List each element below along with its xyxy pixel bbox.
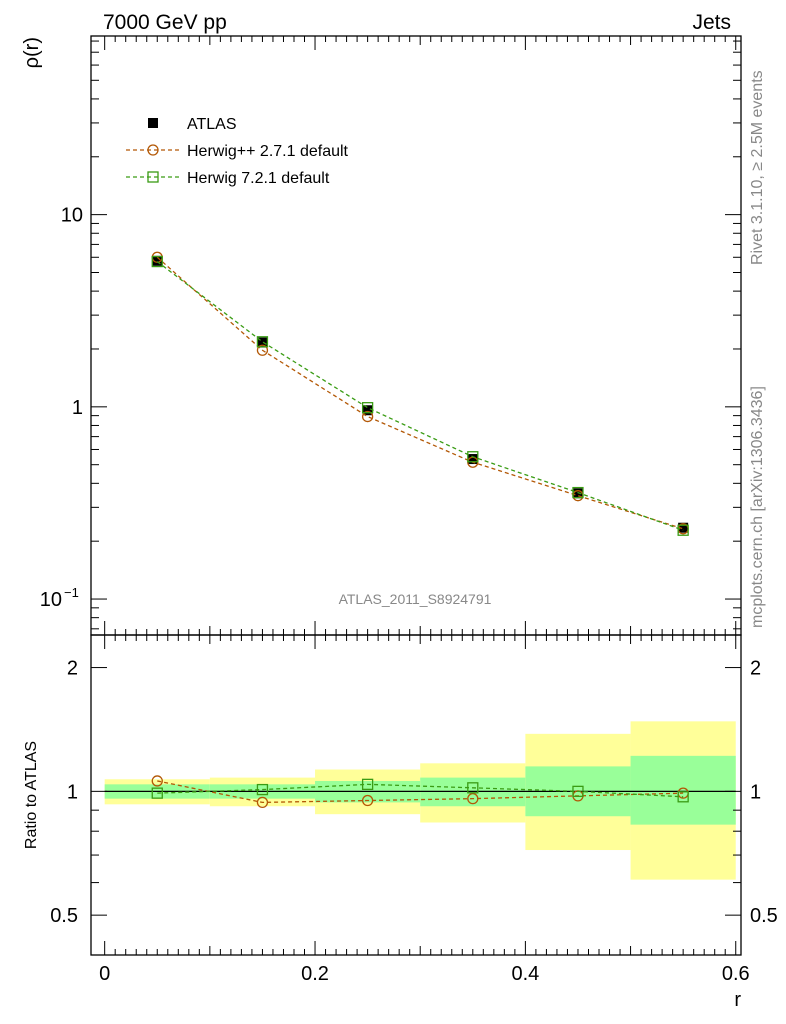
- legend: ATLAS Herwig++ 2.7.1 default Herwig 7.2.…: [126, 116, 349, 187]
- legend-atlas-marker: [148, 118, 158, 128]
- y-tick-label: 10: [61, 205, 83, 227]
- ratio-band-inner: [630, 755, 736, 825]
- data-point-atlas: [467, 454, 478, 465]
- ratio-point-herwig7: [467, 782, 479, 794]
- ratio-panel: 0 0.2 0.4 0.6 0.5 0.5 1 1 2 2: [50, 634, 778, 985]
- ratio-point-herwig7: [361, 778, 374, 791]
- mcplots-label: mcplots.cern.ch [arXiv:1306.3436]: [749, 386, 766, 628]
- data-point-herwig7: [256, 336, 269, 348]
- legend-entry-herwigpp: Herwig++ 2.7.1 default: [126, 143, 349, 160]
- y-tick-label: 1: [72, 397, 83, 419]
- ratio-point-herwigpp: [467, 792, 479, 805]
- ratio-point-herwig7: [572, 785, 584, 798]
- series-line-herwig7: [156, 261, 684, 531]
- header-right: Jets: [692, 11, 731, 34]
- legend-herwig7-marker: [147, 171, 159, 183]
- series-line-herwigpp: [156, 256, 684, 530]
- data-point-herwigpp: [256, 344, 269, 356]
- data-point-atlas: [572, 488, 583, 499]
- data-point-herwig7: [361, 402, 374, 414]
- ratio-point-herwigpp: [361, 794, 374, 807]
- ratio-point-herwigpp: [256, 796, 269, 809]
- legend-herwigpp-marker: [147, 144, 159, 156]
- data-point-herwig7: [151, 255, 163, 268]
- y-tick-label-right: 2: [750, 658, 761, 680]
- data-point-herwigpp: [361, 410, 374, 423]
- rivet-label: Rivet 3.1.10, ≥ 2.5M events: [749, 70, 766, 265]
- data-point-herwig7: [677, 524, 689, 536]
- data-point-atlas: [362, 405, 373, 416]
- legend-herwigpp-label: Herwig++ 2.7.1 default: [187, 143, 349, 160]
- data-point-atlas: [152, 255, 163, 266]
- ratio-ylabel: Ratio to ATLAS: [23, 741, 40, 849]
- y-tick-label: 1: [67, 781, 78, 803]
- x-axis-label: r: [734, 989, 741, 1011]
- ratio-frame: [90, 634, 742, 956]
- data-point-atlas: [678, 522, 689, 533]
- y-tick-label-right: 0.5: [750, 905, 778, 927]
- x-tick-label: 0.6: [722, 963, 750, 985]
- y-tick-label: 2: [67, 658, 78, 680]
- data-point-herwig7: [467, 451, 479, 463]
- y-tick-label-right: 1: [750, 781, 761, 803]
- ratio-line-herwig7: [157, 783, 684, 798]
- data-point-herwig7: [572, 486, 584, 499]
- ratio-point-herwig7: [677, 791, 689, 803]
- analysis-watermark: ATLAS_2011_S8924791: [339, 591, 492, 607]
- x-tick-label: 0: [99, 963, 110, 985]
- data-point-atlas: [257, 337, 268, 348]
- header-left: 7000 GeV pp: [103, 11, 227, 34]
- legend-entry-herwig7: Herwig 7.2.1 default: [126, 170, 330, 187]
- x-tick-label: 0.4: [511, 963, 539, 985]
- x-tick-label: 0.2: [301, 963, 329, 985]
- ratio-point-herwigpp: [151, 775, 163, 787]
- ratio-point-herwig7: [151, 787, 163, 799]
- legend-entry-atlas: ATLAS: [148, 116, 237, 133]
- y-tick-label: 0.5: [50, 905, 78, 927]
- main-ylabel: ρ(r): [21, 37, 43, 68]
- ratio-point-herwig7: [256, 783, 269, 796]
- legend-atlas-label: ATLAS: [187, 116, 237, 133]
- y-tick-label-exponent: −1: [64, 585, 79, 600]
- y-tick-label: 10: [40, 589, 62, 611]
- legend-herwig7-label: Herwig 7.2.1 default: [187, 170, 330, 187]
